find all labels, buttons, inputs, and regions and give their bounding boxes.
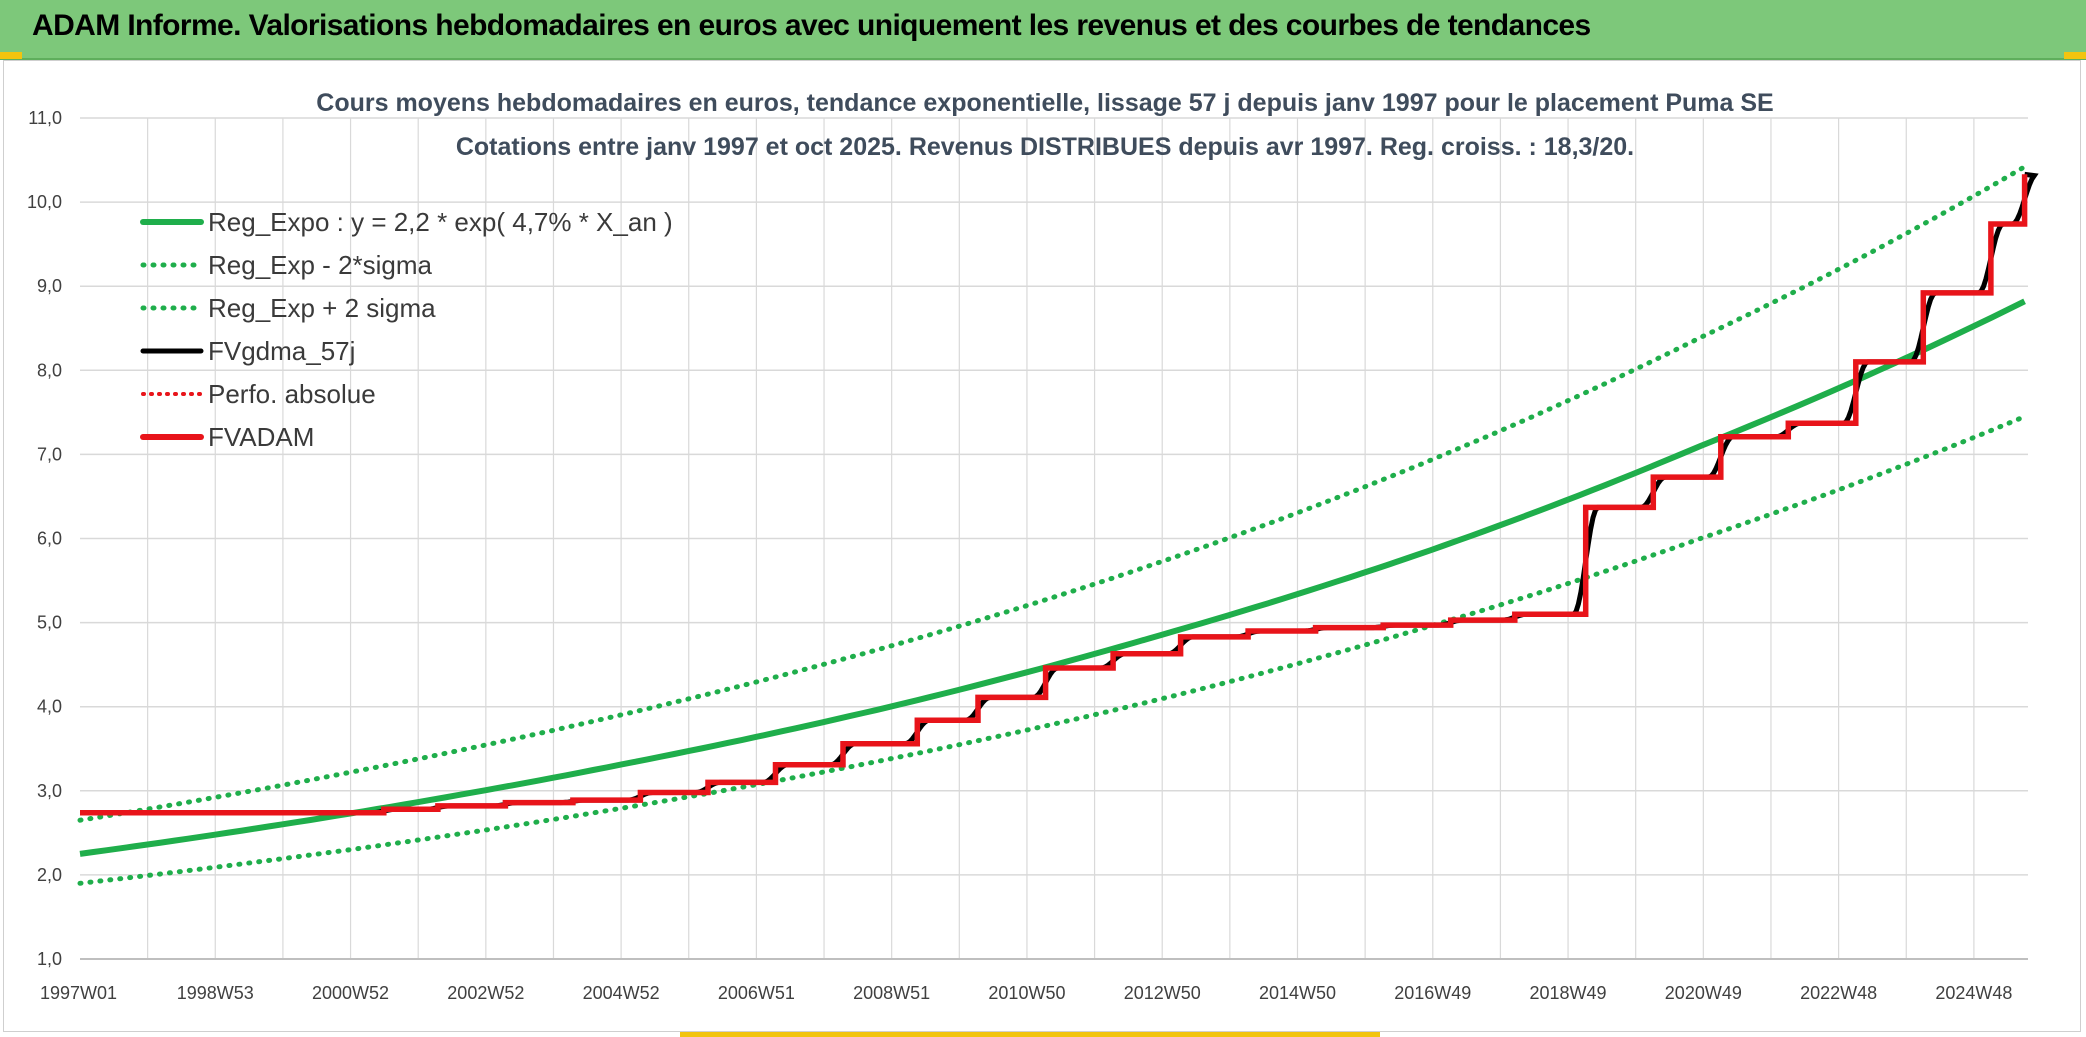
- x-tick-label: 2002W52: [447, 983, 524, 1003]
- y-tick-label: 5,0: [37, 613, 62, 633]
- legend-label: Reg_Exp + 2 sigma: [208, 293, 436, 323]
- x-tick-label: 2008W51: [853, 983, 930, 1003]
- x-tick-label: 2012W50: [1124, 983, 1201, 1003]
- y-tick-label: 11,0: [28, 108, 62, 128]
- report-banner: ADAM Informe. Valorisations hebdomadaire…: [0, 0, 2086, 60]
- series-fvadam: [80, 174, 2028, 816]
- x-tick-label: 2000W52: [312, 983, 389, 1003]
- y-tick-labels: 1,0 2,0 3,0 4,0 5,0 6,0 7,0 8,0 9,0 10,0 11,0: [27, 108, 62, 969]
- x-tick-label: 2020W49: [1665, 983, 1742, 1003]
- chart-title: Cours moyens hebdomadaires en euros, ten…: [316, 89, 1773, 117]
- corner-marker-left: [0, 52, 22, 59]
- y-tick-label: 2,0: [37, 865, 62, 885]
- y-tick-label: 1,0: [37, 949, 62, 969]
- x-tick-label: 2004W52: [583, 983, 660, 1003]
- series-reg-expo: [79, 298, 2026, 857]
- grid-lines: [80, 117, 2028, 960]
- y-tick-label: 9,0: [37, 276, 62, 296]
- x-tick-label: 2024W48: [1935, 983, 2012, 1003]
- series-reg-exp-minus-2sigma: [77, 414, 2028, 886]
- bottom-edge-marker: [680, 1032, 1380, 1037]
- chart-subtitle: Cotations entre janv 1997 et oct 2025. R…: [456, 133, 1634, 161]
- legend-label: Reg_Expo : y = 2,2 * exp( 4,7% * X_an ): [208, 207, 673, 237]
- x-tick-label: 1997W01: [40, 983, 117, 1003]
- legend-label: Perfo. absolue: [208, 379, 376, 409]
- chart-frame: [3, 60, 2081, 1032]
- y-tick-label: 8,0: [37, 360, 62, 380]
- x-tick-label: 2018W49: [1530, 983, 1607, 1003]
- x-tick-label: 2010W50: [988, 983, 1065, 1003]
- x-tick-label: 2016W49: [1394, 983, 1471, 1003]
- y-tick-label: 6,0: [37, 529, 62, 549]
- series-lines: [77, 164, 2039, 886]
- series-reg-exp-plus-2sigma: [77, 164, 2028, 823]
- legend-label: FVADAM: [208, 422, 314, 452]
- x-tick-labels: 1997W01 1998W53 2000W52 2002W52 2004W52 2006W…: [40, 983, 2012, 1003]
- x-tick-label: 2022W48: [1800, 983, 1877, 1003]
- report-title: ADAM Informe. Valorisations hebdomadaire…: [32, 9, 1591, 42]
- x-tick-label: 2006W51: [718, 983, 795, 1003]
- x-tick-label: 2014W50: [1259, 983, 1336, 1003]
- x-tick-label: 1998W53: [177, 983, 254, 1003]
- y-tick-label: 10,0: [27, 192, 62, 212]
- legend-label: Reg_Exp - 2*sigma: [208, 250, 433, 280]
- y-tick-label: 4,0: [37, 697, 62, 717]
- legend: Reg_Expo : y = 2,2 * exp( 4,7% * X_an ) R…: [140, 207, 673, 452]
- corner-marker-right: [2064, 52, 2086, 59]
- legend-label: FVgdma_57j: [208, 336, 355, 366]
- y-tick-label: 3,0: [37, 781, 62, 801]
- y-tick-label: 7,0: [37, 444, 62, 464]
